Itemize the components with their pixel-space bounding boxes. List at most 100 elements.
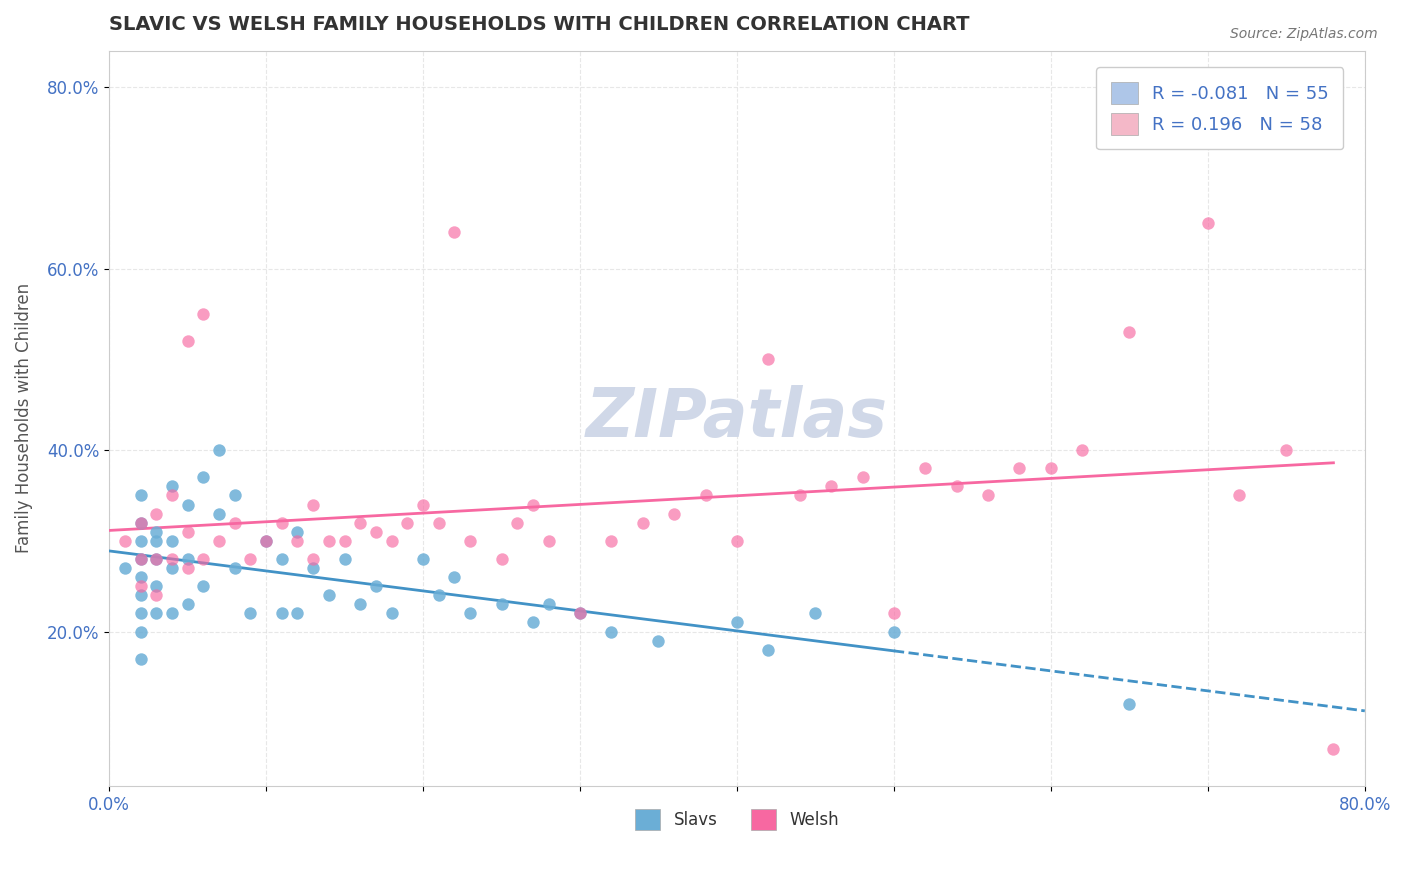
Point xyxy=(193,307,215,321)
Point xyxy=(1039,461,1062,475)
Point xyxy=(129,607,152,621)
Point xyxy=(224,516,246,530)
Point xyxy=(631,516,654,530)
Point xyxy=(129,552,152,566)
Point xyxy=(443,225,465,239)
Point xyxy=(129,516,152,530)
Point xyxy=(1071,443,1094,458)
Point xyxy=(396,516,419,530)
Point xyxy=(270,607,292,621)
Point xyxy=(427,516,450,530)
Point xyxy=(412,552,434,566)
Point xyxy=(224,488,246,502)
Text: ZIPatlas: ZIPatlas xyxy=(586,385,889,451)
Point xyxy=(506,516,529,530)
Point xyxy=(193,579,215,593)
Point xyxy=(883,607,905,621)
Point xyxy=(302,552,325,566)
Point xyxy=(145,588,167,602)
Point xyxy=(1227,488,1250,502)
Point xyxy=(176,334,198,348)
Text: Source: ZipAtlas.com: Source: ZipAtlas.com xyxy=(1230,27,1378,41)
Point xyxy=(145,579,167,593)
Point xyxy=(349,516,371,530)
Y-axis label: Family Households with Children: Family Households with Children xyxy=(15,284,32,553)
Point xyxy=(208,533,231,548)
Point xyxy=(270,552,292,566)
Point xyxy=(1008,461,1031,475)
Point xyxy=(458,533,481,548)
Point xyxy=(537,533,560,548)
Point xyxy=(160,488,183,502)
Point xyxy=(176,498,198,512)
Point xyxy=(569,607,592,621)
Text: SLAVIC VS WELSH FAMILY HOUSEHOLDS WITH CHILDREN CORRELATION CHART: SLAVIC VS WELSH FAMILY HOUSEHOLDS WITH C… xyxy=(110,15,970,34)
Point xyxy=(302,561,325,575)
Point xyxy=(287,524,309,539)
Point xyxy=(129,624,152,639)
Point xyxy=(129,552,152,566)
Point xyxy=(208,443,231,458)
Point xyxy=(977,488,1000,502)
Legend: Slavs, Welsh: Slavs, Welsh xyxy=(628,803,845,836)
Point xyxy=(287,607,309,621)
Point xyxy=(129,533,152,548)
Point xyxy=(333,533,356,548)
Point xyxy=(318,588,340,602)
Point xyxy=(129,579,152,593)
Point xyxy=(160,552,183,566)
Point xyxy=(662,507,685,521)
Point xyxy=(364,524,387,539)
Point xyxy=(1322,742,1344,756)
Point xyxy=(145,552,167,566)
Point xyxy=(537,597,560,611)
Point xyxy=(193,470,215,484)
Point xyxy=(600,624,623,639)
Point xyxy=(160,561,183,575)
Point xyxy=(695,488,717,502)
Point xyxy=(756,352,779,367)
Point xyxy=(333,552,356,566)
Point xyxy=(522,615,544,630)
Point xyxy=(129,516,152,530)
Point xyxy=(458,607,481,621)
Point xyxy=(302,498,325,512)
Point xyxy=(1118,325,1140,339)
Point xyxy=(129,488,152,502)
Point xyxy=(224,561,246,575)
Point xyxy=(725,533,748,548)
Point xyxy=(145,552,167,566)
Point xyxy=(945,479,967,493)
Point xyxy=(239,552,262,566)
Point xyxy=(820,479,842,493)
Point xyxy=(647,633,669,648)
Point xyxy=(318,533,340,548)
Point xyxy=(381,607,404,621)
Point xyxy=(756,642,779,657)
Point xyxy=(381,533,404,548)
Point xyxy=(129,652,152,666)
Point xyxy=(1118,697,1140,711)
Point xyxy=(114,561,136,575)
Point xyxy=(239,607,262,621)
Point xyxy=(569,607,592,621)
Point xyxy=(145,524,167,539)
Point xyxy=(851,470,873,484)
Point xyxy=(160,607,183,621)
Point xyxy=(145,607,167,621)
Point xyxy=(427,588,450,602)
Point xyxy=(208,507,231,521)
Point xyxy=(883,624,905,639)
Point xyxy=(114,533,136,548)
Point xyxy=(443,570,465,584)
Point xyxy=(145,533,167,548)
Point xyxy=(129,588,152,602)
Point xyxy=(287,533,309,548)
Point xyxy=(160,533,183,548)
Point xyxy=(349,597,371,611)
Point xyxy=(176,561,198,575)
Point xyxy=(789,488,811,502)
Point xyxy=(160,479,183,493)
Point xyxy=(176,597,198,611)
Point xyxy=(1197,216,1219,230)
